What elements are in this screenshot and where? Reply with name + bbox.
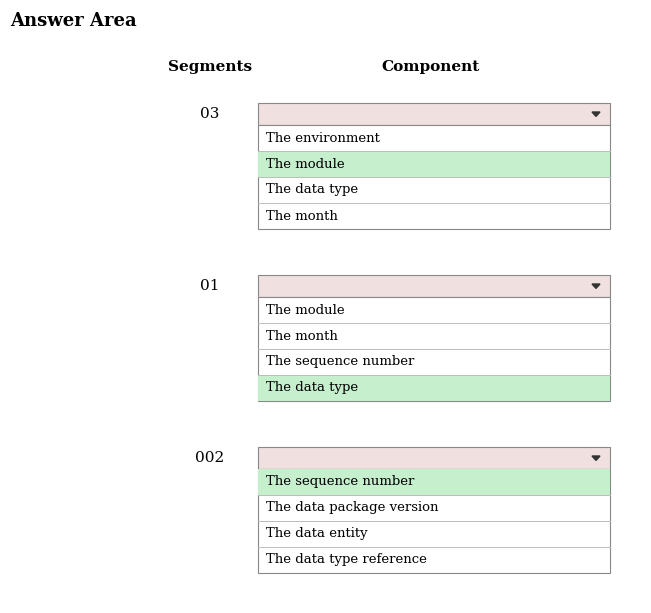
- Bar: [258, 275, 610, 297]
- Bar: [258, 469, 610, 495]
- Text: The module: The module: [266, 158, 344, 170]
- Text: The data package version: The data package version: [266, 501, 439, 514]
- Text: Answer Area: Answer Area: [10, 12, 137, 30]
- Bar: [258, 469, 610, 573]
- Polygon shape: [592, 456, 600, 460]
- Bar: [258, 375, 610, 401]
- Text: Segments: Segments: [168, 60, 252, 74]
- Bar: [258, 447, 610, 469]
- Text: 01: 01: [201, 279, 220, 293]
- Bar: [258, 151, 610, 177]
- Text: The module: The module: [266, 303, 344, 316]
- Text: The data type: The data type: [266, 381, 358, 395]
- Bar: [258, 125, 610, 229]
- Polygon shape: [592, 112, 600, 116]
- Bar: [258, 103, 610, 125]
- Text: The data type reference: The data type reference: [266, 554, 427, 566]
- Text: The environment: The environment: [266, 132, 380, 145]
- Bar: [258, 297, 610, 401]
- Polygon shape: [592, 284, 600, 288]
- Text: The month: The month: [266, 210, 338, 223]
- Text: The data type: The data type: [266, 183, 358, 197]
- Text: 03: 03: [201, 107, 219, 121]
- Text: The month: The month: [266, 330, 338, 343]
- Text: The data entity: The data entity: [266, 528, 368, 541]
- Text: The sequence number: The sequence number: [266, 356, 415, 368]
- Text: Component: Component: [381, 60, 479, 74]
- Text: 002: 002: [195, 451, 225, 465]
- Text: The sequence number: The sequence number: [266, 476, 415, 489]
